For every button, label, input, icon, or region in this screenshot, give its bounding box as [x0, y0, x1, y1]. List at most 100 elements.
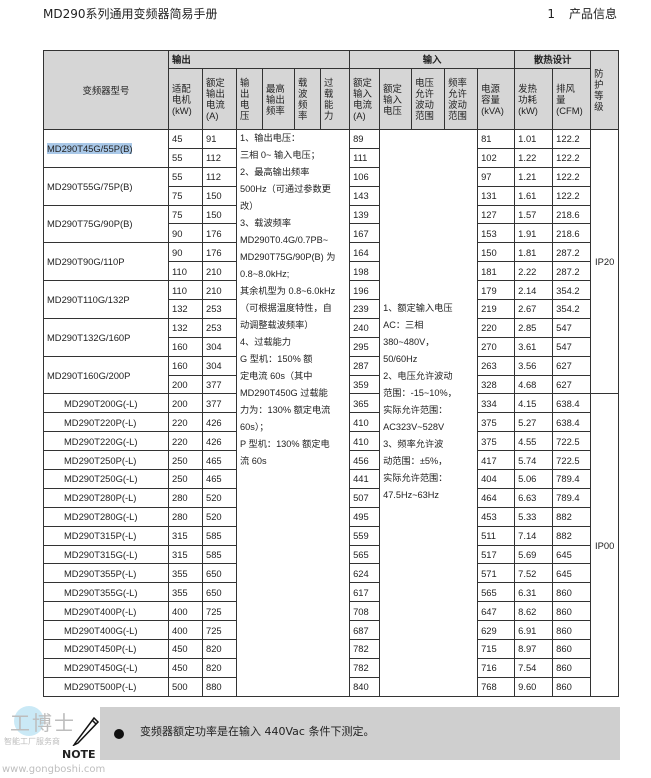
motor-kw: 110 — [168, 261, 203, 282]
airflow-cfm: 218.6 — [552, 223, 592, 244]
power-capacity-kva: 716 — [477, 657, 516, 678]
text-line: 额定 — [383, 82, 402, 94]
model-name: MD290T355P(-L) — [43, 563, 169, 584]
input-current: 164 — [349, 242, 381, 263]
motor-kw: 315 — [168, 544, 203, 565]
table-row: MD290T110G/132P 110 210 196 179 2.14 354.2 — [43, 280, 619, 319]
model-name: MD290T250G(-L) — [43, 469, 169, 489]
power-capacity-kva: 97 — [477, 166, 516, 187]
protection-level: IP20 — [590, 128, 620, 395]
input-current: 617 — [349, 582, 381, 603]
airflow-cfm: 860 — [552, 639, 592, 659]
text-line: 1、输出电压： — [240, 133, 301, 143]
power-capacity-kva: 81 — [477, 129, 516, 149]
header-group-cooling: 散热设计 — [514, 50, 592, 69]
table-row: MD290T280P(-L) 280 520 507 464 6.63 789.4 — [43, 487, 619, 508]
motor-kw: 315 — [168, 525, 203, 546]
text-line: 3、载波频率 — [240, 218, 292, 228]
text-line: 电源 — [481, 82, 500, 94]
text-line: 3、频率允许波 — [383, 439, 444, 449]
airflow-cfm: 722.5 — [552, 431, 592, 452]
text-line: 护 — [594, 79, 604, 90]
power-capacity-kva: 270 — [477, 336, 516, 357]
motor-kw: 500 — [168, 676, 203, 697]
header-overload: 过载能力 — [319, 68, 351, 130]
motor-kw: 250 — [168, 469, 203, 489]
header-group-input: 输入 — [349, 50, 516, 69]
header-model: 变频器型号 — [43, 50, 169, 130]
input-current: 410 — [349, 412, 381, 433]
heat-dissipation-kw: 8.97 — [514, 639, 554, 659]
power-capacity-kva: 511 — [477, 525, 516, 546]
section-heading: 1 产品信息 — [547, 5, 617, 22]
text-line: 等 — [594, 90, 604, 101]
text-line: 380~480V， — [383, 337, 435, 347]
heat-dissipation-kw: 1.61 — [514, 185, 554, 206]
heat-dissipation-kw: 4.15 — [514, 393, 554, 414]
motor-kw: 220 — [168, 412, 203, 433]
text-line: 动调整载波频率） — [240, 320, 314, 330]
motor-kw: 355 — [168, 563, 203, 584]
text-line: 4、过载能力 — [240, 337, 292, 347]
protection-level: IP00 — [590, 393, 620, 697]
airflow-cfm: 627 — [552, 355, 592, 376]
airflow-cfm: 287.2 — [552, 261, 592, 282]
power-capacity-kva: 417 — [477, 450, 516, 471]
model-label: MD290T75G/90P(B) — [47, 218, 133, 230]
text-line: 频 — [298, 99, 308, 110]
motor-kw: 90 — [168, 242, 203, 263]
model-name: MD290T500P(-L) — [43, 676, 169, 697]
model-label: MD290T55G/75P(B) — [47, 180, 133, 192]
text-line: 改） — [240, 201, 259, 211]
text-line: 电机 — [172, 93, 191, 105]
pencil-icon — [72, 716, 100, 746]
model-name: MD290T315P(-L) — [43, 525, 169, 546]
table-row: MD290T200G(-L) 200 377 365 334 4.15 638.4 IP00 — [43, 393, 620, 697]
power-capacity-kva: 571 — [477, 563, 516, 584]
text-line: 过 — [324, 77, 334, 88]
text-line: (A) — [206, 110, 219, 121]
motor-kw: 200 — [168, 374, 203, 395]
airflow-cfm: 860 — [552, 657, 592, 678]
airflow-cfm: 789.4 — [552, 469, 592, 489]
input-current: 198 — [349, 261, 381, 282]
text-line: 动范围：±5%， — [383, 456, 448, 466]
table-row: MD290T450P(-L) 450 820 782 715 8.97 860 — [43, 639, 619, 659]
text-line: 2、最高输出频率 — [240, 167, 310, 177]
heat-dissipation-kw: 6.63 — [514, 487, 554, 508]
heat-dissipation-kw: 4.55 — [514, 431, 554, 452]
motor-kw: 160 — [168, 336, 203, 357]
table-row: MD290T315P(-L) 315 585 559 511 7.14 882 — [43, 525, 619, 546]
power-capacity-kva: 768 — [477, 676, 516, 697]
motor-kw: 400 — [168, 601, 203, 622]
heat-dissipation-kw: 6.91 — [514, 620, 554, 641]
table-row: MD290T220G(-L) 220 426 410 375 4.55 722.5 — [43, 431, 619, 452]
table-row: MD290T280G(-L) 280 520 495 453 5.33 882 — [43, 506, 619, 527]
header-protection: 防护等级 — [590, 50, 620, 130]
text-line: 率 — [298, 110, 308, 121]
table-row: 200 377 359 328 4.68 627 — [44, 374, 619, 395]
note-label: NOTE — [62, 748, 96, 761]
header-in-voltage: 额定 输入 电压 — [379, 68, 413, 130]
model-label: MD290T132G/160P — [47, 331, 131, 343]
note-text: 变频器额定功率是在输入 440Vac 条件下测定。 — [140, 725, 375, 738]
output-specs-note: 1、输出电压： 三相 0~ 输入电压； 2、最高输出频率 500Hz（可通过参数更 改）… — [235, 129, 351, 697]
input-current: 239 — [349, 299, 381, 319]
heat-dissipation-kw: 1.21 — [514, 166, 554, 187]
text-line: 级 — [594, 101, 604, 112]
text-line: 电压 — [415, 77, 434, 88]
text-line: 实际允许范围： — [383, 405, 448, 415]
input-current: 240 — [349, 317, 381, 338]
motor-kw: 55 — [168, 166, 203, 187]
heat-dissipation-kw: 2.22 — [514, 261, 554, 282]
model-name: MD290T132G/160P — [43, 317, 169, 357]
input-current: 295 — [349, 336, 381, 357]
header-out-current: 额定 输出 电流 (A) — [202, 68, 237, 130]
output-current: 112 — [202, 166, 237, 187]
text-line: (kVA) — [481, 104, 504, 116]
model-name: MD290T90G/110P — [43, 242, 169, 282]
input-current: 287 — [349, 355, 381, 376]
watermark-url: www.gongboshi.com — [2, 764, 106, 775]
airflow-cfm: 638.4 — [552, 412, 592, 433]
airflow-cfm: 789.4 — [552, 487, 592, 508]
